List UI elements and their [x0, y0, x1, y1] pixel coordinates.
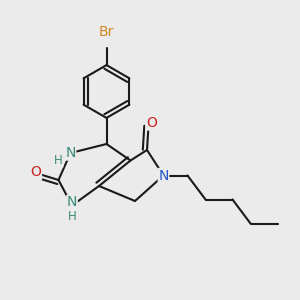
Text: N: N — [67, 196, 77, 209]
Text: H: H — [68, 210, 76, 224]
Text: N: N — [158, 169, 169, 182]
Text: Br: Br — [99, 25, 114, 38]
Text: N: N — [65, 146, 76, 160]
Text: O: O — [31, 166, 41, 179]
Text: H: H — [54, 154, 63, 167]
Text: O: O — [146, 116, 157, 130]
